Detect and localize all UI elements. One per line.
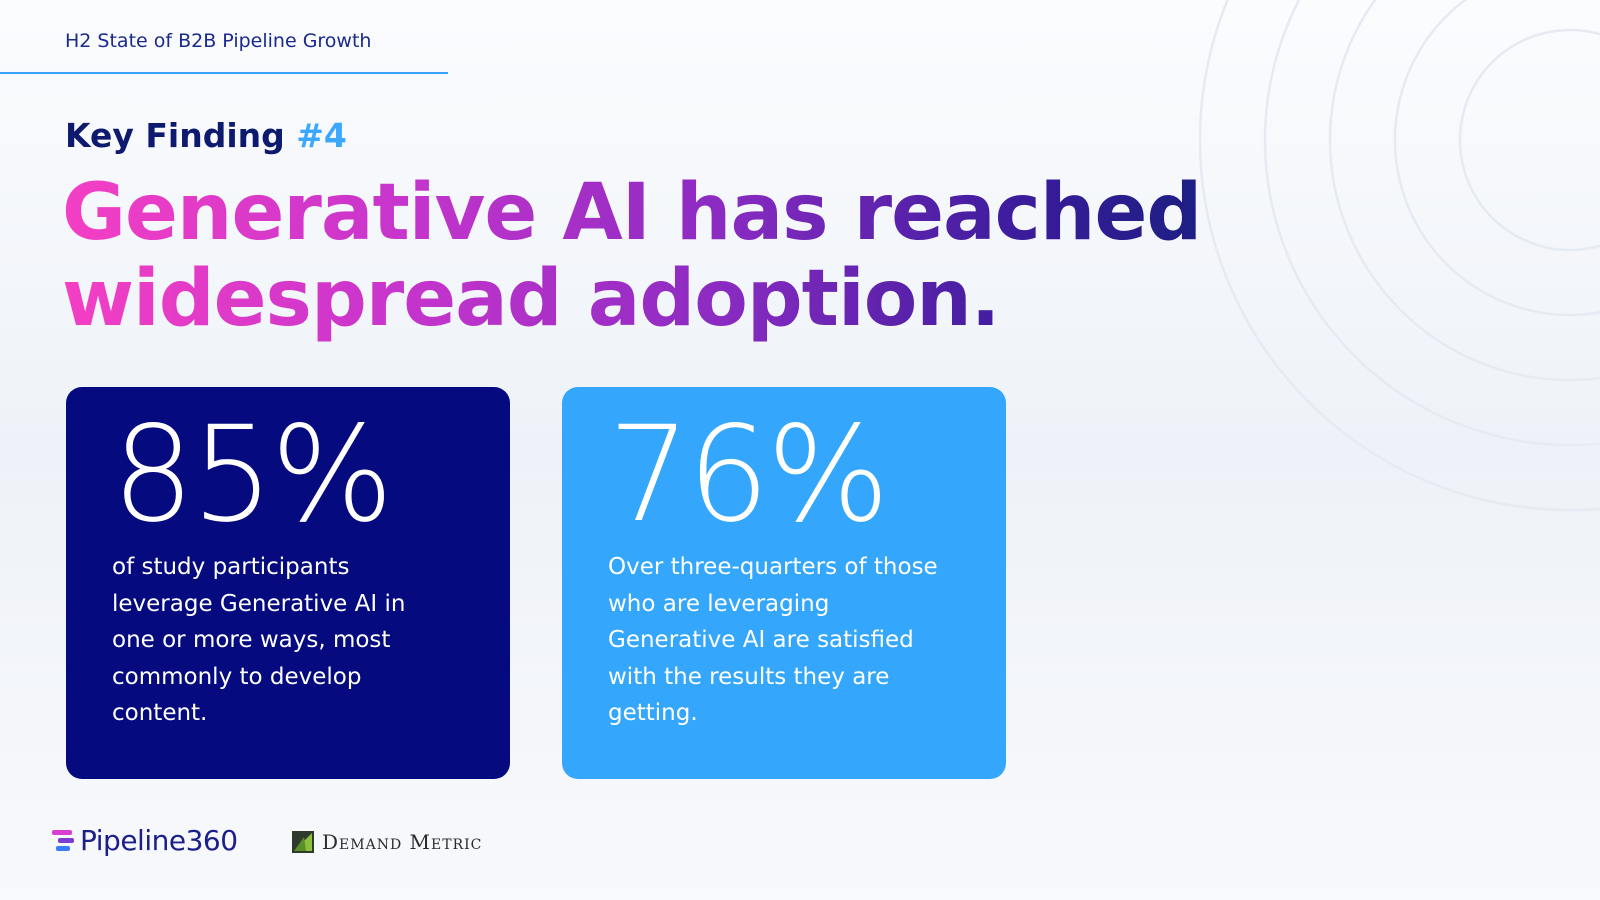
pipeline360-logo: Pipeline360 bbox=[52, 824, 238, 857]
demand-metric-logo-text: Demand Metric bbox=[322, 830, 483, 854]
stat-value: 85% bbox=[112, 398, 394, 552]
pipeline360-logo-text: Pipeline360 bbox=[80, 824, 238, 857]
key-finding-text: Key Finding bbox=[65, 116, 285, 155]
pipeline360-logo-icon bbox=[52, 829, 74, 851]
header-divider bbox=[0, 72, 448, 74]
demand-metric-logo-icon bbox=[292, 831, 314, 853]
headline: Generative AI has reached widespread ado… bbox=[62, 170, 1262, 342]
stat-card-adoption: 85% of study participants leverage Gener… bbox=[66, 387, 510, 779]
key-finding-number: #4 bbox=[296, 116, 347, 155]
stat-description: Over three-quarters of those who are lev… bbox=[608, 554, 938, 726]
key-finding-label: Key Finding #4 bbox=[65, 116, 347, 155]
stat-card-satisfaction: 76% Over three-quarters of those who are… bbox=[562, 387, 1006, 779]
report-title: H2 State of B2B Pipeline Growth bbox=[65, 30, 372, 52]
stat-value: 76% bbox=[608, 398, 890, 552]
demand-metric-logo: Demand Metric bbox=[292, 830, 482, 854]
headline-line-2: widespread adoption. bbox=[62, 254, 1000, 344]
headline-line-1: Generative AI has reached bbox=[62, 168, 1202, 258]
stat-description: of study participants leverage Generativ… bbox=[112, 554, 406, 726]
